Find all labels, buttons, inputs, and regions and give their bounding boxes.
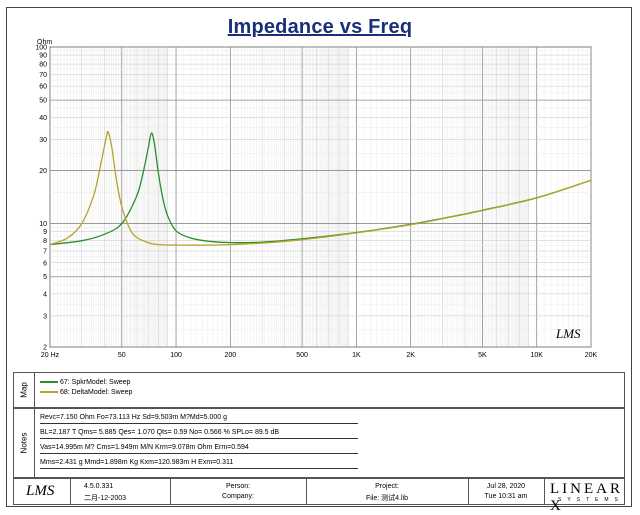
legend-swatch-icon <box>40 381 58 384</box>
footer-brand-cell: LINEAR X SYSTEMS <box>544 479 624 514</box>
y-tick-label: 70 <box>39 72 47 79</box>
y-tick-label: 30 <box>39 137 47 144</box>
footer-project-cell: Project: File: 测试4.lib <box>306 479 469 504</box>
legend-item-68: 68: DeltaModel: Sweep <box>40 389 132 396</box>
y-axis-label: Ohm <box>37 39 52 46</box>
y-tick-label: 100 <box>35 45 47 52</box>
x-tick-label: 20K <box>585 352 598 359</box>
y-tick-label: 60 <box>39 84 47 91</box>
version-text: 4.5.0.331 <box>84 483 114 490</box>
notes-line-1: Revc=7.150 Ohm Fo=73.113 Hz Sd=9.503m M?… <box>40 413 358 424</box>
series-curves <box>49 130 592 246</box>
person-label: Person: <box>225 483 251 490</box>
y-tick-label: 3 <box>43 313 47 320</box>
y-tick-label: 6 <box>43 260 47 267</box>
lms-watermark: LMS <box>555 326 581 341</box>
footer: LMS 4.5.0.331 二月-12-2003 Person: Company… <box>13 478 625 514</box>
x-tick-label: 2K <box>406 352 415 359</box>
notes-panel: Notes Revc=7.150 Ohm Fo=73.113 Hz Sd=9.5… <box>13 408 625 478</box>
y-tick-label: 9 <box>43 229 47 236</box>
series-line-2 <box>49 130 592 246</box>
time-text: Tue 10:31 am <box>484 493 528 500</box>
y-tick-label: 4 <box>43 291 47 298</box>
build-date-text: 二月-12-2003 <box>84 495 127 502</box>
lms-logo: LMS <box>26 483 55 499</box>
notes-line-4: Mms=2.431 g Mmd=1.898m Kg Kxm=120.983m H… <box>40 458 358 469</box>
y-tick-label: 90 <box>39 53 47 60</box>
y-tick-label: 80 <box>39 62 47 69</box>
y-tick-label: 50 <box>39 98 47 105</box>
x-tick-label: 200 <box>224 352 236 359</box>
x-tick-label: 50 <box>118 352 126 359</box>
x-tick-label: 5K <box>478 352 487 359</box>
footer-logo-cell: LMS <box>14 479 71 504</box>
y-tick-label: 40 <box>39 115 47 122</box>
y-tick-label: 5 <box>43 274 47 281</box>
legend-item-67: 67: SpkrModel: Sweep <box>40 379 130 386</box>
linearx-logo: LINEAR X <box>550 481 623 514</box>
plot-area <box>49 46 592 348</box>
footer-person-cell: Person: Company: <box>170 479 307 504</box>
y-tick-label: 10 <box>39 221 47 228</box>
y-tick-label: 2 <box>43 345 47 352</box>
notes-line-2: BL=2.187 T Qms= 5.885 Qes= 1.070 Qts= 0.… <box>40 428 358 439</box>
project-label: Project: <box>375 483 399 490</box>
file-label: File: 测试4.lib <box>365 495 408 502</box>
notes-side-label: Notes <box>14 409 35 477</box>
company-label: Company: <box>222 493 254 500</box>
date-text: Jul 28, 2020 <box>486 483 526 490</box>
x-tick-label: 500 <box>296 352 308 359</box>
chart-title: Impedance vs Freq <box>227 16 413 38</box>
footer-date-cell: Jul 28, 2020 Tue 10:31 am <box>468 479 545 504</box>
map-panel: Map 67: SpkrModel: Sweep 68: DeltaModel:… <box>13 372 625 408</box>
footer-version-cell: 4.5.0.331 二月-12-2003 <box>70 479 171 504</box>
y-tick-label: 20 <box>39 168 47 175</box>
x-tick-label: 100 <box>170 352 182 359</box>
legend-swatch-icon <box>40 391 58 394</box>
x-tick-label: 10K <box>530 352 543 359</box>
y-tick-label: 7 <box>43 248 47 255</box>
x-tick-label: 1K <box>352 352 361 359</box>
notes-line-3: Vas=14.995m M? Cms=1.949m M/N Krm=9.078m… <box>40 443 358 454</box>
x-tick-labels: 20 Hz 50 100 200 500 1K 2K 5K 10K 20K <box>41 352 598 359</box>
map-side-label: Map <box>14 373 35 407</box>
y-tick-label: 8 <box>43 238 47 245</box>
x-tick-label: 20 Hz <box>41 352 60 359</box>
linearx-sub: SYSTEMS <box>558 497 624 503</box>
grid <box>49 46 592 348</box>
